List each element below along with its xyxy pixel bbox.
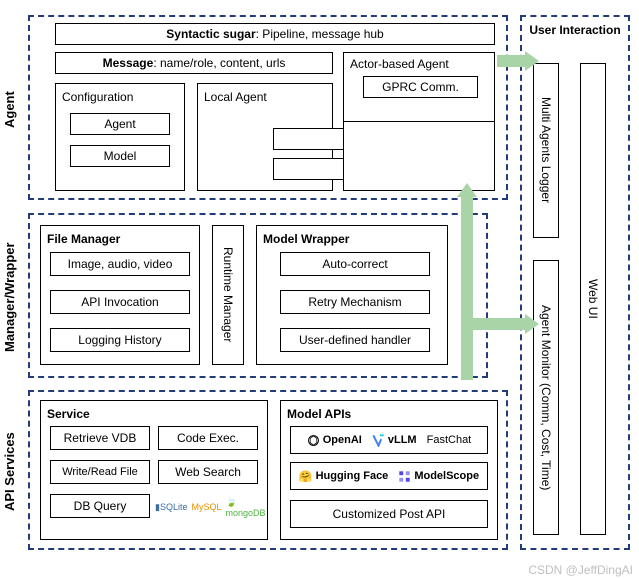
vllm-icon: vLLM [372, 434, 417, 447]
box-gprc: GPRC Comm. [363, 76, 478, 98]
box-web-search: Web Search [158, 460, 258, 484]
box-syntactic-sugar: Syntactic sugar: Pipeline, message hub [55, 23, 495, 45]
arrow-head-agent-user [525, 51, 539, 71]
openai-icon: OpenAI [307, 434, 362, 447]
sqlite-icon: ▮SQLite [155, 502, 187, 513]
box-configuration: Configuration [55, 83, 185, 191]
fastchat-icon: FastChat [427, 434, 472, 446]
box-runtime-manager: Runtime Manager [212, 225, 244, 365]
box-config-agent: Agent [70, 113, 170, 135]
box-fm-log: Logging History [50, 328, 190, 352]
section-label-api: API Services [2, 393, 17, 551]
box-write-read: Write/Read File [50, 460, 150, 484]
box-multi-logger: Multi Agents Logger [533, 63, 559, 238]
box-retrieve-vdb: Retrieve VDB [50, 426, 150, 450]
label-configuration: Configuration [62, 90, 133, 104]
row-providers-1: OpenAI vLLM FastChat [290, 426, 488, 454]
label-local-agent: Local Agent [204, 90, 267, 104]
box-config-model: Model [70, 145, 170, 167]
section-label-manager: Manager/Wrapper [2, 215, 17, 380]
box-mw-handler: User-defined handler [280, 328, 430, 352]
arrow-head-wrapper [457, 183, 477, 197]
box-fm-media: Image, audio, video [50, 252, 190, 276]
box-mw-auto: Auto-correct [280, 252, 430, 276]
db-icons-row: ▮SQLite MySQL 🍃mongoDB [155, 498, 265, 516]
box-fm-api: API Invocation [50, 290, 190, 314]
huggingface-icon: 🤗Hugging Face [299, 470, 388, 483]
label-service: Service [47, 407, 90, 421]
section-label-agent: Agent [2, 20, 17, 200]
box-custom-post: Customized Post API [290, 500, 488, 528]
label-model-apis: Model APIs [287, 407, 351, 421]
label-file-manager: File Manager [47, 232, 120, 246]
modelscope-icon: ModelScope [398, 470, 479, 483]
arrow-head-manager-user [525, 314, 539, 334]
label-actor-agent: Actor-based Agent [350, 57, 449, 71]
arrow-agent-to-user [497, 55, 527, 67]
box-web-ui: Web UI [580, 63, 606, 535]
box-db-query: DB Query [50, 494, 150, 518]
watermark-text: CSDN @JeffDingAI [528, 563, 633, 577]
box-message: Message: name/role, content, urls [55, 52, 333, 74]
mongo-icon: 🍃mongoDB [225, 497, 265, 518]
box-actor-ext [343, 122, 495, 191]
row-providers-2: 🤗Hugging Face ModelScope [290, 462, 488, 490]
box-agent-monitor: Agent Monitor (Comm, Cost, Time) [533, 260, 559, 535]
arrow-manager-to-user [472, 318, 527, 330]
section-label-user: User Interaction [520, 23, 630, 37]
mysql-icon: MySQL [191, 502, 221, 512]
box-code-exec: Code Exec. [158, 426, 258, 450]
box-mw-retry: Retry Mechanism [280, 290, 430, 314]
label-model-wrapper: Model Wrapper [263, 232, 349, 246]
arrow-wrapper-to-agent [461, 195, 473, 380]
